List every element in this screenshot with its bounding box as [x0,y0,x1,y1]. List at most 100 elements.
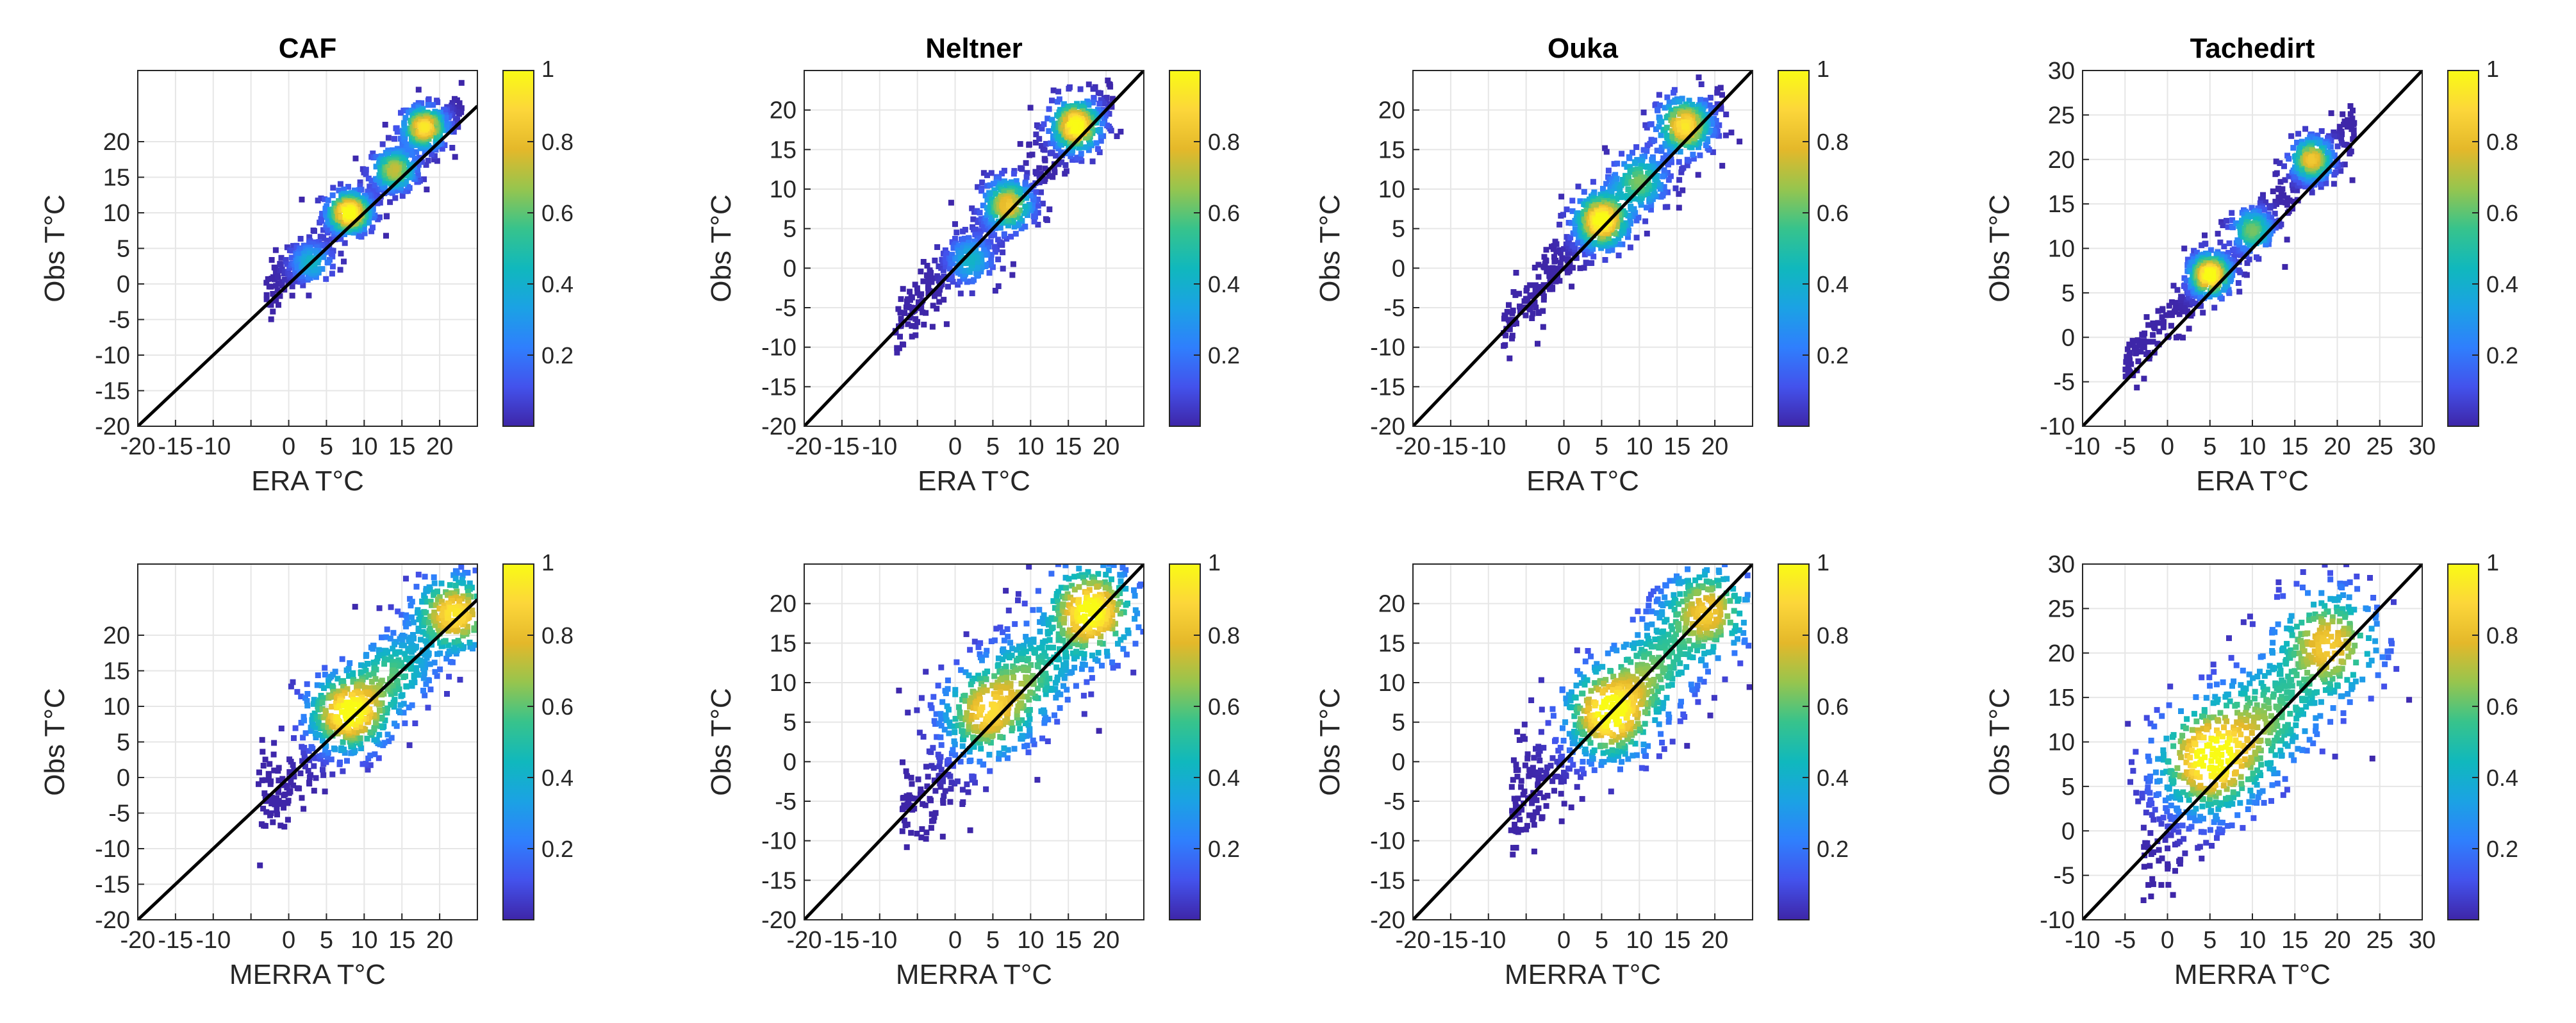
scatter-point [372,676,379,682]
scatter-point [948,273,955,279]
scatter-point [310,241,316,247]
scatter-point [995,283,1002,289]
scatter-point [1684,156,1690,163]
scatter-point [275,280,281,287]
scatter-point [445,592,450,598]
scatter-point [1015,188,1021,195]
scatter-point [401,633,408,640]
scatter-point [1050,140,1057,146]
scatter-point [421,124,427,131]
scatter-point [1649,156,1655,163]
scatter-point [1049,117,1055,123]
scatter-point [1671,99,1678,105]
scatter-point [2249,204,2255,211]
axes-frame [804,70,1144,427]
scatter-point [993,179,1000,185]
scatter-point [290,782,297,788]
scatter-point [1003,206,1009,212]
scatter-point [2134,385,2140,391]
scatter-point [2263,199,2269,206]
scatter-point [399,164,406,170]
scatter-point [1671,90,1677,96]
scatter-point [1564,206,1570,213]
scatter-point [358,745,364,751]
colorbar-bar [1778,70,1810,427]
scatter-point [1624,180,1630,187]
scatter-point [2236,238,2243,245]
scatter-point [389,683,395,689]
scatter-point [984,242,991,248]
scatter-point [943,321,950,328]
x-tick-label: -10 [862,433,897,460]
scatter-point [2150,338,2156,345]
scatter-point [1692,110,1699,116]
scatter-point [408,151,414,157]
scatter-point [459,633,466,639]
scatter-point [420,665,426,671]
scatter-point [281,824,288,830]
scatter-point [289,283,295,290]
scatter-point [256,769,262,776]
scatter-point [1567,250,1573,256]
x-tick-label: -15 [158,433,193,460]
scatter-point [912,316,919,322]
scatter-point [386,738,392,744]
scatter-point [1062,117,1069,123]
scatter-point [1598,245,1605,251]
scatter-point [274,287,281,294]
scatter-point [1676,98,1683,104]
scatter-point [1068,153,1074,160]
scatter-point [1012,206,1019,213]
scatter-point [2334,143,2341,149]
scatter-point [2276,223,2283,229]
scatter-point [438,622,443,629]
scatter-point [921,321,927,328]
scatter-point [1577,220,1583,226]
scatter-point [376,755,382,761]
scatter-point [943,263,949,270]
scatter-point [1626,228,1631,234]
scatter-point [1529,315,1535,321]
scatter-point [1046,206,1053,213]
scatter-point [959,228,966,235]
scatter-point [1078,151,1084,157]
scatter-point [1651,173,1658,179]
scatter-point [337,760,343,765]
scatter-point [2302,126,2309,132]
scatter-point [2331,133,2338,140]
scatter-point [2284,237,2290,243]
y-tick-label: 0 [2061,324,2075,351]
scatter-point [1535,262,1542,268]
scatter-point [328,756,334,763]
scatter-point [909,333,915,340]
scatter-point [2270,188,2276,194]
scatter-point [1681,124,1687,130]
scatter-point [1664,124,1670,131]
scatter-point [1612,204,1617,210]
scatter-point [402,651,408,657]
scatter-point [2350,136,2356,142]
scatter-point [2215,252,2221,258]
scatter-point [434,588,440,595]
scatter-point [944,251,950,256]
scatter-point [1592,212,1598,218]
scatter-point [350,679,356,685]
scatter-point [2230,224,2236,231]
scatter-point [2197,293,2204,299]
scatter-point [1633,235,1640,241]
scatter-point [419,159,425,165]
scatter-point [1627,217,1633,223]
scatter-point [301,713,307,720]
scatter-point [2252,217,2259,223]
scatter-point [2142,330,2148,337]
scatter-point [2231,253,2238,260]
scatter-point [1053,153,1059,159]
scatter-point [1619,194,1626,200]
scatter-point [1000,202,1006,208]
scatter-point [1022,223,1028,229]
scatter-point [408,603,414,609]
scatter-point [1600,233,1606,240]
x-axis-label: ERA T°C [2196,465,2309,497]
scatter-point [1669,159,1674,165]
scatter-point [1526,305,1533,312]
